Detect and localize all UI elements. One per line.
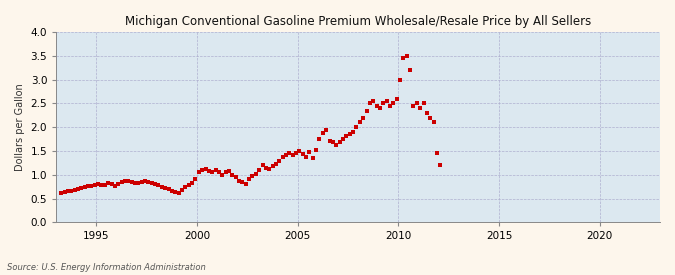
Y-axis label: Dollars per Gallon: Dollars per Gallon xyxy=(15,83,25,171)
Title: Michigan Conventional Gasoline Premium Wholesale/Resale Price by All Sellers: Michigan Conventional Gasoline Premium W… xyxy=(125,15,591,28)
Text: Source: U.S. Energy Information Administration: Source: U.S. Energy Information Administ… xyxy=(7,263,205,272)
